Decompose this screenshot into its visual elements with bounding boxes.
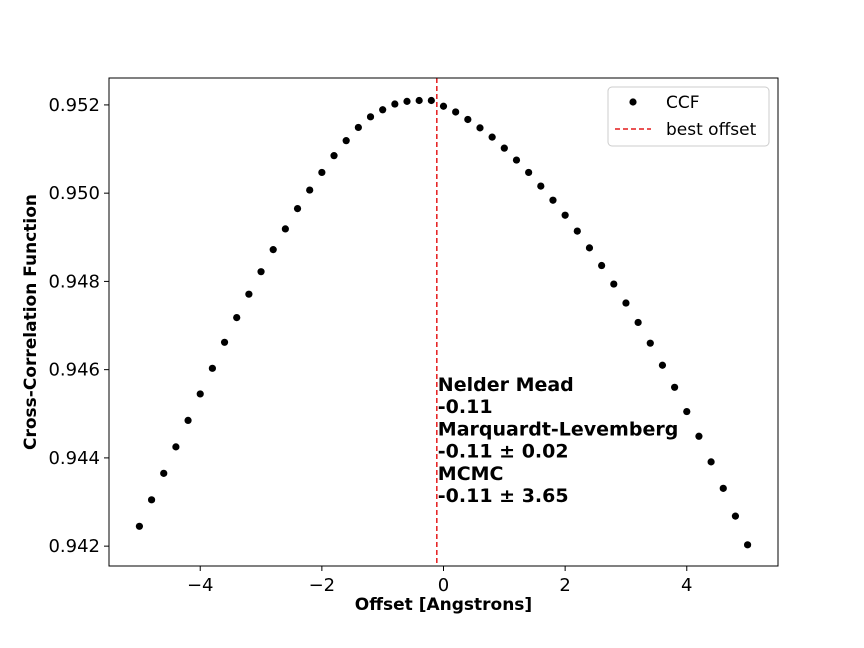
ccf-point: [354, 123, 362, 132]
y-tick-label: 0.950: [48, 183, 100, 204]
ccf-point: [695, 432, 703, 440]
ccf-point: [719, 484, 727, 492]
ccf-point: [646, 339, 654, 347]
ccf-points: [135, 96, 752, 549]
y-tick-label: 0.946: [48, 360, 100, 381]
ccf-point: [160, 469, 168, 477]
ccf-point: [293, 205, 302, 213]
x-tick-label: 2: [559, 575, 570, 596]
fit-results-annotation: Nelder Mead-0.11Marquardt-Levemberg-0.11…: [438, 374, 679, 507]
ccf-point: [476, 124, 484, 132]
ccf-point: [403, 97, 411, 105]
ccf-point: [452, 108, 460, 116]
ccf-point: [598, 261, 606, 270]
ccf-point: [464, 115, 472, 124]
annotation-line: -0.11 ± 0.02: [438, 441, 569, 463]
ccf-point: [573, 227, 581, 235]
y-axis-ticks: 0.942 0.944 0.946 0.948 0.950 0.952: [48, 95, 109, 557]
annotation-line: MCMC: [438, 463, 504, 485]
ccf-point: [671, 383, 679, 391]
ccf-point: [233, 313, 241, 322]
ccf-point: [743, 541, 752, 549]
ccf-point: [342, 137, 350, 145]
ccf-point: [610, 280, 618, 288]
ccf-point: [707, 458, 715, 466]
y-axis-label: Cross-Correlation Function: [21, 194, 41, 450]
ccf-point: [257, 268, 265, 276]
y-tick-label: 0.942: [48, 536, 100, 557]
ccf-point: [208, 364, 216, 372]
ccf-point: [196, 390, 204, 398]
y-tick-label: 0.952: [48, 95, 100, 116]
ccf-point: [500, 144, 508, 152]
y-tick-label: 0.948: [48, 271, 100, 292]
annotation-line: -0.11: [438, 396, 493, 418]
legend-box: [607, 86, 770, 147]
x-axis-ticks: −4 −2 0 2 4: [187, 566, 692, 596]
legend-label: CCF: [666, 93, 700, 113]
ccf-point: [147, 496, 156, 504]
ccf-point: [379, 106, 387, 114]
ccf-point: [318, 168, 326, 177]
ccf-point: [512, 156, 521, 164]
ccf-point: [184, 416, 192, 424]
ccf-point: [245, 290, 253, 298]
x-tick-label: −2: [309, 575, 336, 596]
ccf-point: [306, 186, 314, 194]
x-tick-label: 0: [438, 575, 449, 596]
ccf-point: [731, 512, 740, 520]
ccf-point: [135, 522, 144, 530]
ccf-point: [281, 225, 289, 233]
ccf-point: [427, 96, 435, 105]
x-axis-label: Offset [Angstrons]: [355, 595, 532, 615]
ccf-point: [549, 196, 557, 204]
legend-label: best offset: [666, 120, 757, 140]
annotation-line: -0.11 ± 3.65: [438, 485, 569, 507]
legend-marker-ccf: [629, 98, 637, 106]
x-tick-label: 4: [681, 575, 692, 596]
annotation-line: Nelder Mead: [438, 374, 574, 396]
y-tick-label: 0.944: [48, 448, 100, 469]
ccf-point: [415, 96, 423, 105]
ccf-point: [366, 113, 375, 121]
ccf-point: [488, 133, 496, 141]
ccf-point: [622, 299, 630, 307]
ccf-point: [634, 318, 642, 327]
x-tick-label: −4: [187, 575, 214, 596]
legend: CCF best offset: [607, 86, 770, 147]
ccf-point: [439, 102, 448, 110]
ccf-point: [391, 100, 399, 108]
ccf-point: [220, 338, 229, 346]
ccf-point: [172, 443, 180, 451]
ccf-point: [585, 244, 594, 252]
ccf-point: [561, 211, 569, 219]
ccf-point: [269, 246, 277, 254]
ccf-point: [330, 152, 338, 160]
ccf-point: [683, 407, 691, 416]
annotation-line: Marquardt-Levemberg: [438, 418, 679, 440]
ccf-point: [658, 361, 667, 369]
ccf-point: [537, 182, 545, 190]
ccf-point: [525, 168, 533, 177]
